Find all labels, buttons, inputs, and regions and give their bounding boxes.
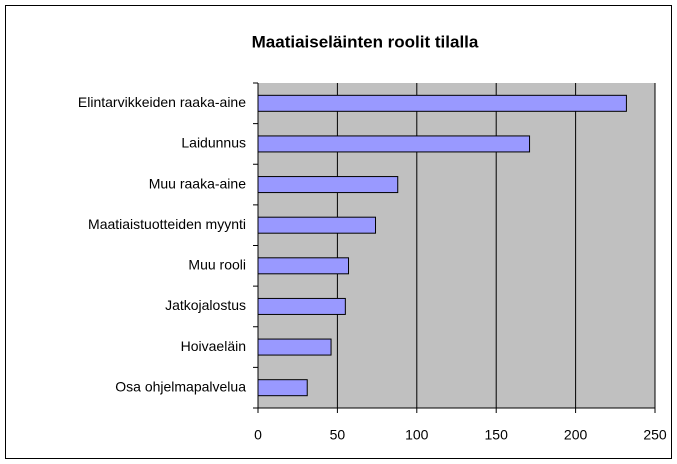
y-tick-label: Hoivaeläin [181, 338, 246, 354]
bar [257, 176, 399, 194]
y-tick-label: Jatkojalostus [165, 297, 246, 313]
chart-title: Maatiaiseläinten roolit tilalla [252, 32, 479, 51]
x-tick-label: 50 [330, 427, 346, 443]
y-tick-label: Maatiaistuotteiden myynti [88, 216, 246, 232]
bar [257, 379, 308, 397]
x-tick-label: 200 [564, 427, 588, 443]
y-tick-label: Laidunnus [181, 135, 246, 151]
x-tick-label: 0 [254, 427, 262, 443]
bar [257, 338, 332, 356]
bar [257, 297, 346, 315]
bar [257, 257, 350, 275]
bar [257, 216, 377, 234]
y-tick-label: Muu raaka-aine [149, 175, 246, 191]
plot-area [258, 83, 655, 408]
bar [257, 135, 531, 153]
x-tick-label: 100 [405, 427, 429, 443]
bar [257, 94, 627, 112]
y-tick-label: Muu rooli [188, 257, 246, 273]
y-tick-label: Osa ohjelmapalvelua [115, 378, 246, 394]
x-tick-label: 150 [485, 427, 509, 443]
y-tick-label: Elintarvikkeiden raaka-aine [78, 94, 246, 110]
x-tick-label: 250 [643, 427, 667, 443]
